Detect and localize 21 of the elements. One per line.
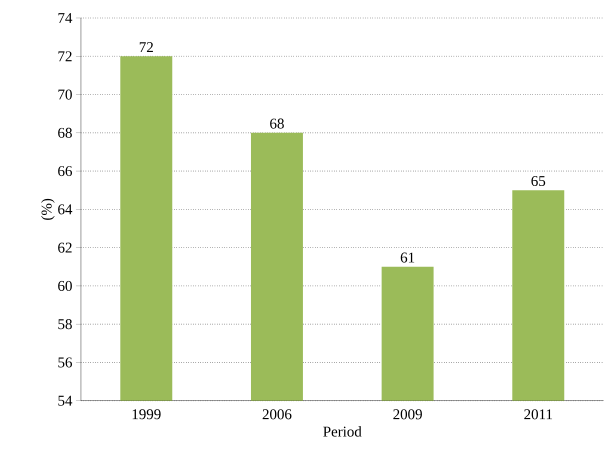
x-tick-label: 2011 — [524, 409, 552, 420]
x-axis-title: Period — [323, 426, 362, 437]
y-tick-label: 72 — [58, 51, 72, 62]
y-tick-label: 64 — [58, 204, 72, 215]
y-tick-label: 56 — [58, 358, 72, 368]
x-tick-label: 1999 — [132, 409, 161, 420]
data-label: 65 — [531, 176, 546, 186]
data-label: 61 — [400, 252, 414, 263]
y-tick-label: 66 — [58, 166, 72, 176]
y-tick-label: 68 — [58, 128, 72, 138]
data-label: 72 — [140, 42, 153, 52]
data-label: 68 — [270, 118, 284, 129]
y-tick-label: 62 — [58, 242, 72, 253]
y-tick-label: 58 — [58, 319, 72, 330]
x-tick-label: 2009 — [393, 409, 422, 420]
y-tick-label: 74 — [58, 13, 72, 24]
x-tick-label: 2006 — [262, 409, 292, 420]
y-tick-label: 60 — [58, 281, 72, 292]
y-axis-title: (%) — [41, 198, 55, 220]
y-tick-label: 70 — [58, 90, 72, 100]
y-tick-label: 54 — [58, 396, 72, 406]
